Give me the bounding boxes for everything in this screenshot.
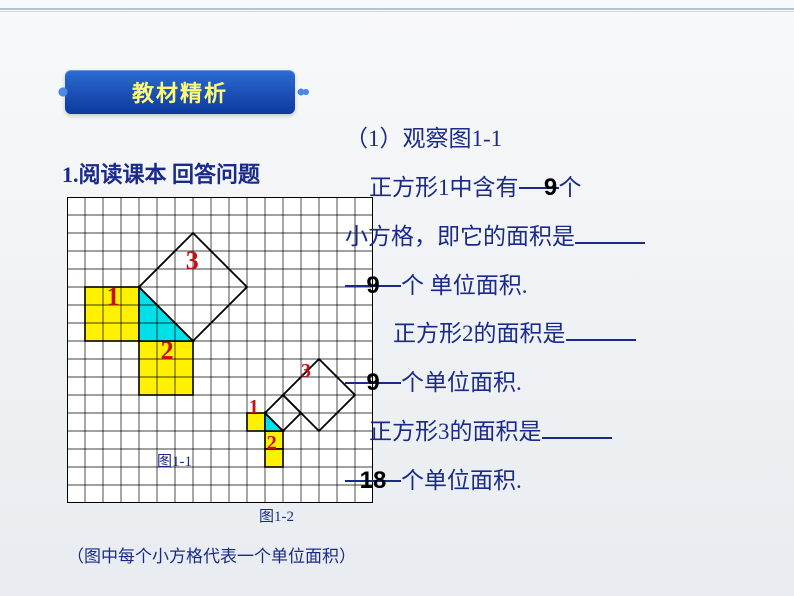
svg-text:1: 1 bbox=[249, 396, 259, 418]
line-1: （1）观察图1-1 bbox=[345, 115, 785, 163]
answer-3: 9 bbox=[366, 369, 379, 396]
blank-1: 9 bbox=[519, 163, 559, 189]
blank-6 bbox=[542, 413, 612, 439]
blank-4 bbox=[566, 315, 636, 341]
l6b: 个单位面积. bbox=[401, 370, 522, 395]
l2a: 正方形1中含有 bbox=[369, 175, 519, 200]
answer-2: 9 bbox=[366, 272, 379, 299]
svg-text:3: 3 bbox=[301, 360, 311, 382]
l7a: 正方形3的面积是 bbox=[369, 419, 542, 444]
answer-4: 18 bbox=[360, 467, 387, 494]
grid-caption: （图中每个小方格代表一个单位面积） bbox=[67, 542, 356, 567]
svg-text:2: 2 bbox=[161, 336, 174, 365]
l4b: 个 单位面积. bbox=[401, 273, 528, 298]
blank-7: 18 bbox=[345, 456, 401, 482]
l3a: 小方格，即它的面积是 bbox=[345, 224, 575, 249]
figure-1-2-label: 图1-2 bbox=[259, 505, 294, 526]
figure-1-1-label: 图1-1 bbox=[157, 450, 192, 471]
answer-1: 9 bbox=[544, 174, 557, 201]
l2b: 个 bbox=[559, 175, 582, 200]
grid-figure: 123123 bbox=[67, 197, 373, 503]
l8b: 个单位面积. bbox=[401, 468, 522, 493]
blank-5: 9 bbox=[345, 358, 401, 384]
section-banner: 教材精析 bbox=[65, 70, 295, 114]
blank-3: 9 bbox=[345, 261, 401, 287]
svg-text:1: 1 bbox=[107, 282, 120, 311]
l5a: 正方形2的面积是 bbox=[393, 321, 566, 346]
svg-text:3: 3 bbox=[186, 246, 199, 275]
banner-text: 教材精析 bbox=[132, 76, 228, 108]
blank-2 bbox=[575, 218, 645, 244]
svg-text:2: 2 bbox=[267, 432, 277, 454]
fill-in-text: （1）观察图1-1 正方形1中含有9个 小方格，即它的面积是 9个 单位面积. … bbox=[345, 115, 785, 505]
question-1-title: 1.阅读课本 回答问题 bbox=[62, 157, 260, 189]
